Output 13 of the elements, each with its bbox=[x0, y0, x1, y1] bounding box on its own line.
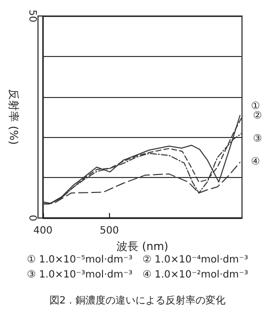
y-tick-label: 50 bbox=[26, 10, 38, 22]
x-tick-label: 400 bbox=[33, 226, 52, 236]
x-tick-label: 500 bbox=[100, 226, 119, 236]
series-label: ② bbox=[253, 110, 262, 122]
series-label: ③ bbox=[253, 134, 262, 145]
y-axis-title: 反射率 (%) bbox=[7, 89, 20, 145]
series-label: ① bbox=[251, 100, 260, 112]
series-label: ④ bbox=[251, 156, 260, 168]
text: ③ 1.0×10⁻³mol·dm⁻³ ④ 1.0×10⁻²mol·dm⁻³ bbox=[26, 270, 248, 280]
x-axis-title: 波長 (nm) bbox=[116, 240, 168, 253]
y-tick-label: 0 bbox=[26, 214, 38, 222]
text: ① 1.0×10⁻⁵mol·dm⁻³ ② 1.0×10⁻⁴mol·dm⁻³ bbox=[26, 254, 248, 266]
text: 図2．銅濃度の違いによる反射率の変化 bbox=[49, 294, 226, 306]
